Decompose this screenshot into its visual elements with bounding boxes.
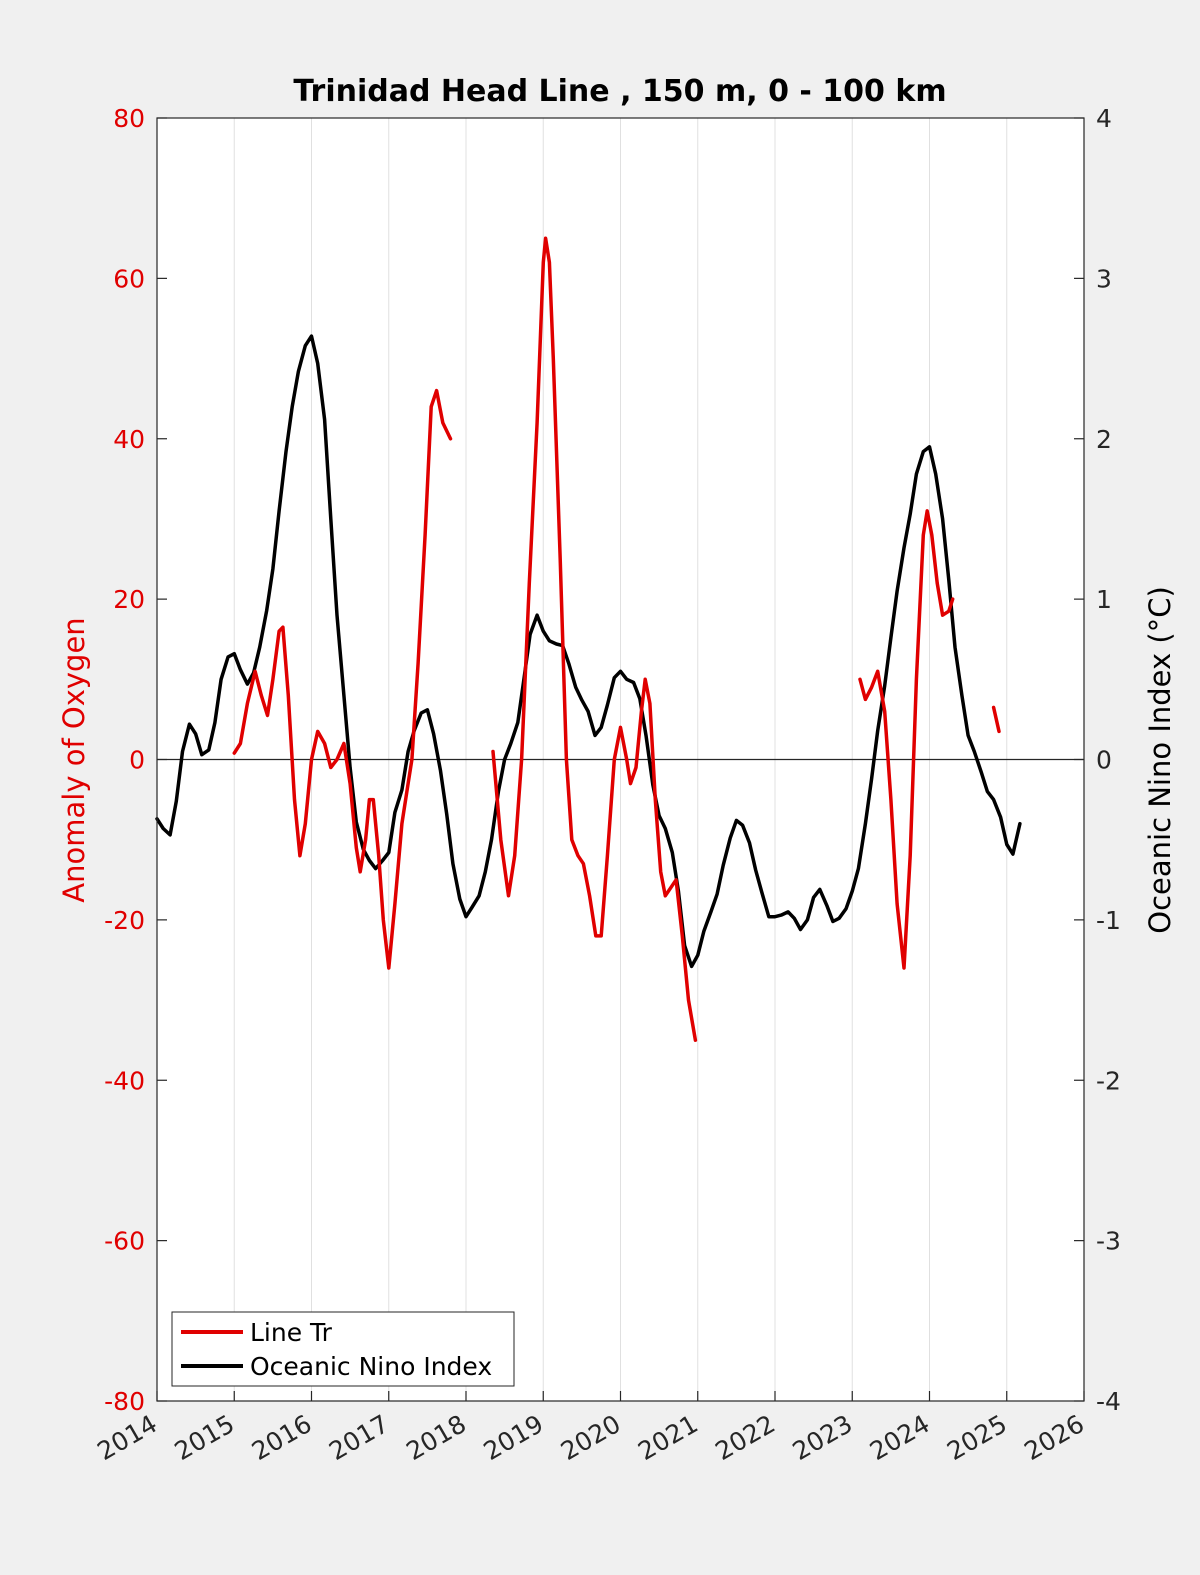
right-axis-label: Oceanic Nino Index (°C)	[1143, 586, 1177, 934]
left-tick-label: -80	[104, 1387, 145, 1416]
left-axis-label: Anomaly of Oxygen	[57, 617, 91, 902]
x-tick-label: 2025	[942, 1409, 1012, 1466]
right-tick-label: 2	[1096, 425, 1112, 454]
right-tick-label: 4	[1096, 104, 1112, 133]
x-tick-label: 2014	[92, 1409, 162, 1466]
x-tick-label: 2026	[1019, 1409, 1089, 1466]
right-tick-label: -1	[1096, 906, 1121, 935]
left-tick-label: 80	[113, 104, 145, 133]
right-tick-label: -2	[1096, 1066, 1121, 1095]
left-tick-label: 60	[113, 264, 145, 293]
legend-box	[171, 1311, 515, 1387]
series-oni-segment-0	[155, 334, 1022, 969]
legend-label-oni: Oceanic Nino Index	[250, 1352, 492, 1381]
left-tick-label: -60	[104, 1227, 145, 1256]
series-line-tr-segment-1	[491, 236, 698, 1042]
right-tick-label: 0	[1096, 746, 1112, 775]
x-tick-label: 2019	[479, 1409, 549, 1466]
left-tick-label: 20	[113, 585, 145, 614]
left-tick-label: 40	[113, 425, 145, 454]
right-tick-label: -3	[1096, 1227, 1121, 1256]
x-tick-label: 2015	[170, 1409, 240, 1466]
series-line-tr-segment-3	[991, 705, 1001, 734]
chart-title: Trinidad Head Line , 150 m, 0 - 100 km	[293, 74, 946, 109]
x-tick-label: 2016	[247, 1409, 317, 1466]
series-line-tr-segment-0	[232, 388, 453, 970]
right-tick-label: -4	[1096, 1387, 1121, 1416]
x-tick-label: 2021	[633, 1409, 703, 1466]
x-tick-label: 2024	[865, 1409, 935, 1466]
series-layer	[155, 236, 1022, 1042]
x-tick-label: 2022	[710, 1409, 780, 1466]
right-tick-label: 3	[1096, 264, 1112, 293]
x-tick-label: 2018	[401, 1409, 471, 1466]
left-tick-label: -20	[104, 906, 145, 935]
x-tick-label: 2017	[324, 1409, 394, 1466]
left-tick-label: -40	[104, 1066, 145, 1095]
left-tick-label: 0	[129, 746, 145, 775]
x-tick-label: 2020	[556, 1409, 626, 1466]
legend: Line Tr Oceanic Nino Index	[171, 1311, 515, 1387]
right-tick-label: 1	[1096, 585, 1112, 614]
x-tick-label: 2023	[788, 1409, 858, 1466]
legend-label-line-tr: Line Tr	[250, 1318, 333, 1347]
series-line-tr-segment-2	[858, 509, 955, 970]
